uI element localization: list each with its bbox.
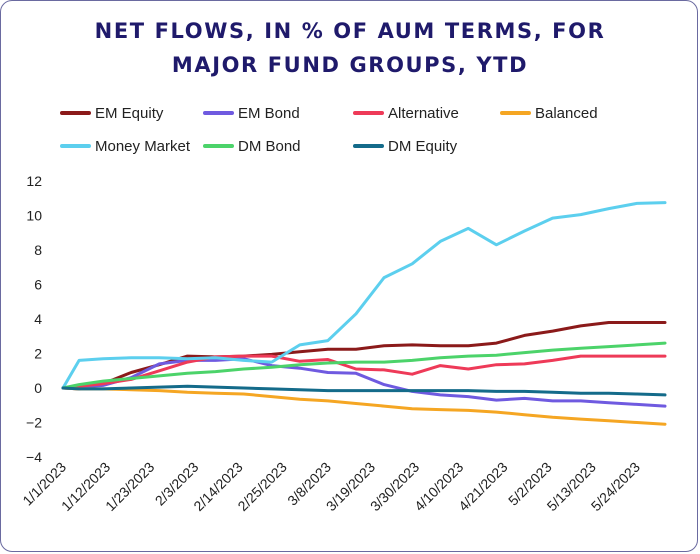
y-tick-label: −2 [26, 415, 42, 431]
y-tick-label: −4 [26, 449, 42, 465]
legend-label: DM Bond [238, 138, 301, 155]
series-line-balanced [61, 386, 667, 426]
x-tick-label: 2/25/2023 [234, 459, 290, 515]
y-tick-label: 2 [34, 346, 42, 362]
y-tick-label: 0 [34, 380, 42, 396]
series-line-em-bond [61, 357, 667, 408]
x-tick-label: 1/23/2023 [102, 459, 158, 515]
series-line-money-market [61, 201, 667, 390]
chart-title: NET FLOWS, IN % OF AUM TERMS, FOR MAJOR … [0, 14, 700, 82]
y-axis: −4 −2 0 2 4 6 8 10 12 [26, 173, 42, 465]
chart-title-line-2: MAJOR FUND GROUPS, YTD [171, 53, 529, 77]
legend-item-dm-bond: DM Bond [203, 138, 301, 155]
legend-label: DM Equity [388, 138, 458, 155]
x-tick-label: 4/21/2023 [455, 459, 511, 515]
y-tick-label: 12 [26, 173, 42, 189]
y-tick-label: 4 [34, 311, 42, 327]
legend-item-alternative: Alternative [353, 105, 459, 122]
x-tick-label: 5/24/2023 [588, 459, 644, 515]
y-tick-label: 6 [34, 277, 42, 293]
legend-label: EM Bond [238, 105, 300, 122]
legend-item-balanced: Balanced [500, 105, 598, 122]
legend-item-em-equity: EM Equity [60, 105, 164, 122]
x-axis: 1/1/20231/12/20231/23/20232/3/20232/14/2… [19, 459, 643, 515]
legend-item-money-market: Money Market [60, 138, 191, 155]
chart-title-line-1: NET FLOWS, IN % OF AUM TERMS, FOR [94, 19, 606, 43]
y-tick-label: 10 [26, 208, 42, 224]
legend-label: Money Market [95, 138, 191, 155]
legend-item-dm-equity: DM Equity [353, 138, 458, 155]
series-line-alternative [61, 354, 667, 390]
legend-label: Alternative [388, 105, 459, 122]
legend: EM Equity EM Bond Alternative Balanced Money… [60, 105, 598, 155]
series-layer [61, 201, 667, 426]
legend-label: EM Equity [95, 105, 164, 122]
legend-item-em-bond: EM Bond [203, 105, 300, 122]
legend-label: Balanced [535, 105, 598, 122]
y-tick-label: 8 [34, 242, 42, 258]
series-line-dm-equity [61, 384, 667, 397]
series-line-dm-bond [61, 341, 667, 390]
